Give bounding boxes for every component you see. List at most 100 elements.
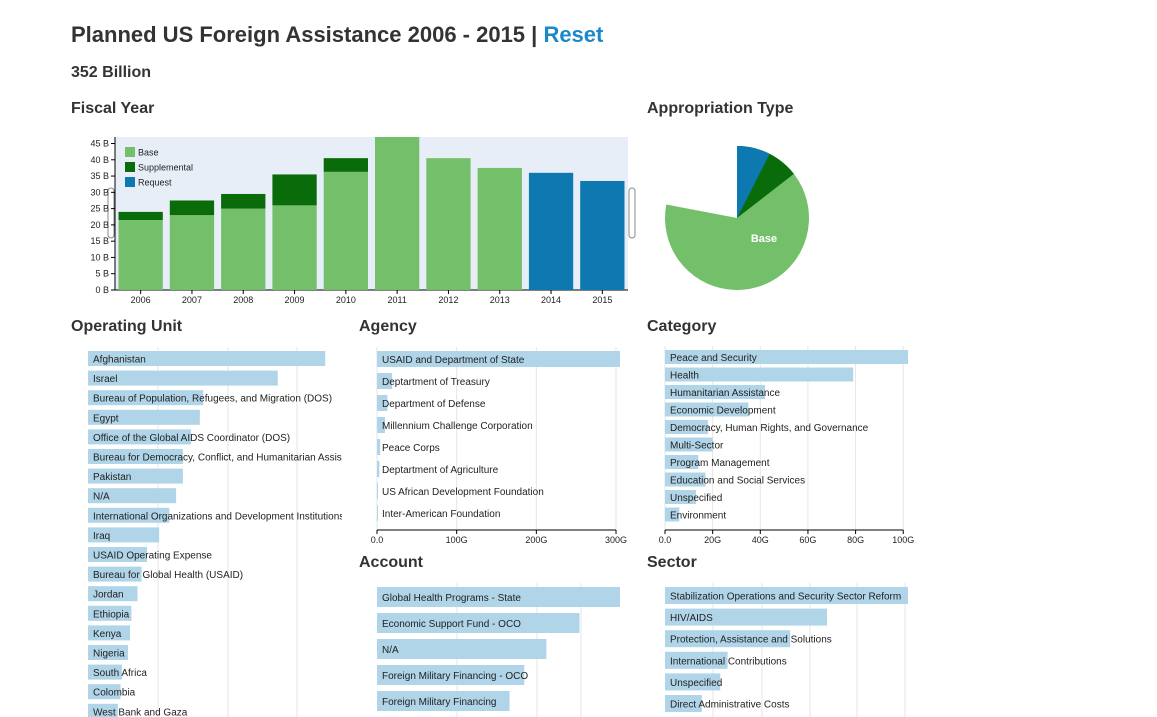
operating_unit-row-bar[interactable]	[88, 449, 183, 464]
sector-row-bar[interactable]	[665, 695, 702, 712]
agency-row-bar[interactable]	[377, 417, 385, 433]
pie-slice-request[interactable]	[737, 146, 770, 218]
category-x-tick-label: 0.0	[659, 535, 672, 545]
fy-bar-base[interactable]	[272, 205, 317, 290]
account-row-label: Global Health Programs - State	[382, 593, 521, 604]
category-row-label: Environment	[670, 511, 726, 522]
fy-y-tick-label: 0 B	[95, 285, 109, 295]
agency-row-bar[interactable]	[377, 373, 393, 389]
operating_unit-row-label: Egypt	[93, 413, 119, 424]
operating_unit-row-label: West Bank and Gaza	[93, 707, 188, 717]
operating_unit-row-bar[interactable]	[88, 351, 326, 366]
category-row-label: Unspecified	[670, 493, 722, 504]
operating_unit-row-label: Pakistan	[93, 472, 131, 483]
fy-bar-base[interactable]	[221, 208, 266, 290]
fy-y-tick-label: 5 B	[95, 269, 109, 279]
brush-handle-left[interactable]	[107, 187, 115, 239]
fy-bar-base[interactable]	[375, 137, 420, 290]
account-row-bar[interactable]	[377, 665, 525, 685]
category-row-bar[interactable]	[665, 367, 854, 382]
operating_unit-row-bar[interactable]	[88, 664, 122, 680]
agency-row-bar[interactable]	[377, 505, 378, 521]
sector-row-bar[interactable]	[665, 587, 908, 604]
operating_unit-row-bar[interactable]	[88, 409, 200, 425]
category-row-bar[interactable]	[665, 402, 749, 417]
fy-bar-request[interactable]	[528, 172, 574, 290]
fy-y-tick-label: 40 B	[90, 155, 109, 165]
fy-bar-supplemental[interactable]	[169, 200, 215, 216]
legend-label-supplemental: Supplemental	[138, 163, 193, 173]
sector-row-bar[interactable]	[665, 651, 728, 669]
category-row-bar[interactable]	[665, 420, 708, 434]
operating_unit-row-bar[interactable]	[88, 507, 170, 523]
category-row-bar[interactable]	[665, 507, 680, 522]
category-row-bar[interactable]	[665, 385, 766, 399]
agency-row-bar[interactable]	[377, 461, 380, 477]
fy-bar-base[interactable]	[118, 220, 163, 290]
category-x-tick-label: 100G	[892, 535, 914, 545]
operating_unit-row-bar[interactable]	[88, 684, 121, 700]
operating_unit-row-bar[interactable]	[88, 370, 278, 386]
fy-bar-request[interactable]	[580, 180, 625, 290]
agency-row-bar[interactable]	[377, 483, 378, 499]
operating_unit-row-bar[interactable]	[88, 605, 132, 621]
agency-row-bar[interactable]	[377, 395, 388, 411]
legend-label-base: Base	[138, 148, 159, 158]
sector-row-bar[interactable]	[665, 673, 721, 691]
operating_unit-row-label: Nigeria	[93, 649, 125, 660]
operating_unit-row-label: N/A	[93, 492, 110, 503]
sector-row-bar[interactable]	[665, 630, 791, 648]
agency-x-tick-label: 0.0	[371, 535, 384, 545]
account-row-bar[interactable]	[377, 613, 580, 633]
operating_unit-row-label: USAID Operating Expense	[93, 551, 212, 562]
page-title: Planned US Foreign Assistance 2006 - 201…	[71, 22, 603, 48]
fy-bar-supplemental[interactable]	[118, 211, 163, 221]
operating_unit-row-bar[interactable]	[88, 488, 177, 504]
operating_unit-row-bar[interactable]	[88, 527, 160, 543]
operating_unit-row-bar[interactable]	[88, 429, 192, 445]
sector-row-bar[interactable]	[665, 608, 827, 626]
agency-row-label: USAID and Department of State	[382, 355, 525, 366]
fy-bar-supplemental[interactable]	[272, 174, 317, 206]
account-row-bar[interactable]	[377, 639, 547, 659]
operating_unit-row-bar[interactable]	[88, 566, 142, 582]
brush-handle-right[interactable]	[628, 187, 636, 239]
fy-bar-base[interactable]	[323, 171, 368, 290]
operating-unit-title: Operating Unit	[71, 318, 183, 335]
fy-bar-supplemental[interactable]	[221, 193, 266, 209]
fy-x-tick-label: 2012	[438, 295, 458, 305]
legend-swatch-base	[125, 147, 135, 157]
account-row-bar[interactable]	[377, 691, 510, 711]
fy-bar-base[interactable]	[477, 167, 522, 290]
category-row-bar[interactable]	[665, 455, 699, 469]
operating_unit-row-bar[interactable]	[88, 547, 147, 562]
operating_unit-row-bar[interactable]	[88, 468, 183, 484]
category-row-bar[interactable]	[665, 437, 713, 452]
operating_unit-row-label: Iraq	[93, 531, 110, 542]
account-row-label: Economic Support Fund - OCO	[382, 619, 521, 630]
operating_unit-row-bar[interactable]	[88, 586, 138, 602]
category-row-bar[interactable]	[665, 472, 706, 487]
total-amount: 352 Billion	[71, 64, 152, 81]
operating_unit-row-label: Bureau for Democracy, Conflict, and Huma…	[93, 453, 342, 464]
fy-bar-base[interactable]	[169, 215, 215, 290]
category-row-bar[interactable]	[665, 490, 696, 504]
pie-label-base: Base	[751, 233, 777, 245]
operating_unit-row-label: Jordan	[93, 590, 124, 601]
agency-row-bar[interactable]	[377, 439, 381, 455]
fy-bar-base[interactable]	[426, 158, 471, 290]
operating_unit-row-bar[interactable]	[88, 645, 128, 660]
operating_unit-row-bar[interactable]	[88, 703, 118, 717]
operating_unit-row-label: Israel	[93, 374, 117, 385]
agency-row-label: Inter-American Foundation	[382, 509, 500, 520]
account-row-bar[interactable]	[377, 587, 620, 607]
sector-row-label: Stabilization Operations and Security Se…	[670, 592, 901, 603]
operating_unit-row-bar[interactable]	[88, 390, 204, 406]
reset-link[interactable]: Reset	[543, 22, 604, 47]
operating_unit-row-bar[interactable]	[88, 625, 131, 641]
fy-x-tick-label: 2006	[131, 295, 151, 305]
fy-bar-supplemental[interactable]	[323, 158, 368, 172]
category-row-bar[interactable]	[665, 350, 908, 364]
operating_unit-row-label: South Africa	[93, 668, 147, 679]
agency-row-bar[interactable]	[377, 351, 620, 367]
